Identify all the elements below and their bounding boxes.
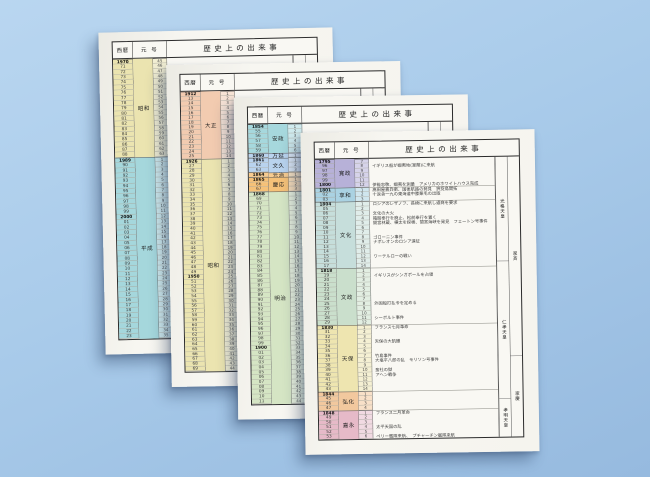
- year-col-header: 西暦: [314, 142, 335, 159]
- event-text: ナポレオンのロシア遠征: [373, 239, 421, 245]
- era-col-header: 元 号: [132, 41, 167, 58]
- event-text: ワーテルローの戦い: [373, 253, 412, 259]
- era-boundary-line: [370, 265, 497, 269]
- year-col-header: 西暦: [112, 41, 133, 59]
- era-name-cell: 享和: [335, 187, 356, 203]
- era-name-cell: 昭和: [132, 58, 156, 158]
- sheet-surface: 西暦元 号 歴史上の出来事イギリス船が蝦夷地(室蘭)に来航 伊能忠敬、蝦夷を測量 ア…: [300, 129, 540, 455]
- era-name-cell: 安政: [268, 123, 289, 154]
- events-column: イギリス船が蝦夷地(室蘭)に来航 伊能忠敬、蝦夷を測量 アメリカのホワイトハウス完…: [368, 156, 500, 439]
- event-text: 十返舎一九の東海道中膝栗毛の出版: [372, 191, 441, 197]
- table-title: 歴史上の出来事: [405, 143, 483, 154]
- table-body: イギリス船が蝦夷地(室蘭)に来航 伊能忠敬、蝦夷を測量 アメリカのホワイトハウス完…: [314, 156, 524, 440]
- event-text: イギリス船が蝦夷地(室蘭)に来航: [371, 162, 435, 169]
- event-text: 大塩平八郎の乱 モリソン号事件: [375, 357, 439, 363]
- era-name-cell: 文化: [335, 201, 357, 269]
- era-year-cell: 6: [359, 433, 374, 439]
- era-name-cell: 嘉永: [338, 410, 360, 440]
- era-name-cell: 寛政: [334, 159, 356, 188]
- event-text: アヘン戦争: [375, 372, 397, 378]
- era-col-header: 元 号: [267, 106, 303, 124]
- era-boundary-line: [372, 389, 499, 392]
- event-text: 外国船打払令を定める: [374, 300, 417, 306]
- era-timeline-table: 西暦元 号 歴史上の出来事イギリス船が蝦夷地(室蘭)に来航 伊能忠敬、蝦夷を測量 ア…: [313, 138, 525, 441]
- shogun-name: 家慶: [514, 391, 520, 402]
- event-text: フランス七月革命: [374, 324, 409, 330]
- era-name-cell: 弘化: [338, 391, 359, 411]
- event-text: イギリスがシンガポールを占領: [373, 272, 434, 278]
- table-title: 歴史上の出来事: [270, 75, 349, 86]
- table-title: 歴史上の出来事: [338, 108, 416, 119]
- event-text: 天保の大飢饉: [374, 339, 401, 344]
- event-text: 間宮林蔵、樺太を探検、間宮海峡を発見 フェートン号事件: [372, 218, 488, 226]
- event-text: ロシアのレザノフ、長崎に来航し通商を要求: [372, 200, 458, 207]
- year-cell: 53: [319, 434, 340, 440]
- event-text: フランス二月革命: [375, 410, 410, 415]
- year-col-header: 西暦: [247, 107, 269, 124]
- timeline-sheet-1795-1853: 西暦元 号 歴史上の出来事イギリス船が蝦夷地(室蘭)に来航 伊能忠敬、蝦夷を測量 ア…: [300, 129, 540, 455]
- event-text: ペリー艦隊来航、 プチャーチン艦隊来航: [376, 433, 455, 439]
- era-col-header: 元 号: [334, 141, 369, 159]
- year-col-header: 西暦: [180, 74, 201, 91]
- era-col-header: 元 号: [200, 73, 235, 91]
- era-name-cell: 文政: [336, 268, 358, 326]
- emperor-name: 孝明天皇: [502, 407, 508, 428]
- era-name-cell: 慶応: [268, 176, 290, 192]
- era-name-cell: 天保: [337, 325, 359, 392]
- era-name-cell: 大正: [200, 91, 222, 160]
- shogun-name: 家斉: [507, 156, 523, 356]
- year-cell: 23: [119, 333, 140, 340]
- year-cell: 11: [251, 398, 273, 405]
- event-text: シーボルト事件: [374, 315, 405, 321]
- event-text: 太平天国の乱: [376, 424, 402, 430]
- year-cell: 69: [185, 366, 206, 372]
